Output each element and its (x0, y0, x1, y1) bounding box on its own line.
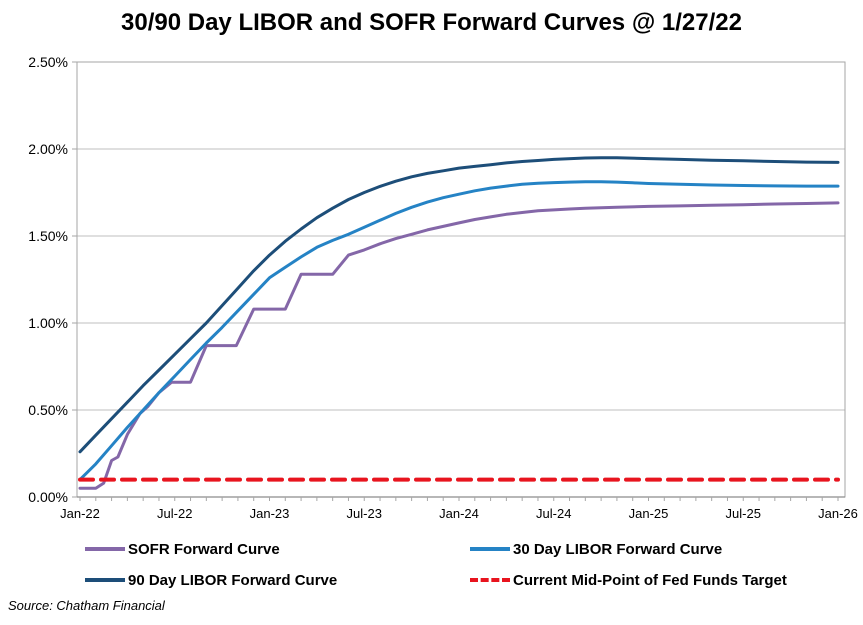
svg-text:0.00%: 0.00% (28, 489, 68, 505)
svg-text:Jul-23: Jul-23 (347, 506, 382, 521)
legend-label-sofr: SOFR Forward Curve (128, 540, 280, 558)
legend-item-fed-funds-target: Current Mid-Point of Fed Funds Target (470, 571, 787, 589)
svg-text:Jan-23: Jan-23 (250, 506, 290, 521)
svg-text:Jul-24: Jul-24 (536, 506, 571, 521)
fed-funds-target-line-swatch (470, 578, 510, 582)
svg-text:Jan-24: Jan-24 (439, 506, 479, 521)
svg-text:Jul-22: Jul-22 (157, 506, 192, 521)
svg-text:Jul-25: Jul-25 (726, 506, 761, 521)
svg-text:Jan-26: Jan-26 (818, 506, 858, 521)
libor-30day-line-swatch (470, 547, 510, 551)
source-note: Source: Chatham Financial (8, 598, 165, 613)
legend-item-90day-libor: 90 Day LIBOR Forward Curve (85, 571, 470, 589)
chart-title: 30/90 Day LIBOR and SOFR Forward Curves … (121, 9, 742, 36)
libor-90day-line-swatch (85, 578, 125, 582)
svg-text:1.50%: 1.50% (28, 228, 68, 244)
svg-text:Jan-22: Jan-22 (60, 506, 100, 521)
legend-label-90day-libor: 90 Day LIBOR Forward Curve (128, 571, 338, 589)
legend-label-30day-libor: 30 Day LIBOR Forward Curve (513, 540, 723, 558)
sofr-line-swatch (85, 547, 125, 551)
legend-label-fed-funds-target: Current Mid-Point of Fed Funds Target (513, 571, 787, 589)
svg-text:2.50%: 2.50% (28, 54, 68, 70)
legend-item-sofr: SOFR Forward Curve (85, 540, 470, 558)
svg-text:0.50%: 0.50% (28, 402, 68, 418)
plot-area: 0.00% 0.50% 1.00% 1.50% 2.00% 2.50% Jan-22 Jul-… (28, 54, 858, 521)
legend: SOFR Forward Curve 30 Day LIBOR Forward … (85, 540, 787, 589)
svg-text:2.00%: 2.00% (28, 141, 68, 157)
legend-item-30day-libor: 30 Day LIBOR Forward Curve (470, 540, 787, 558)
svg-text:1.00%: 1.00% (28, 315, 68, 331)
svg-text:Jan-25: Jan-25 (629, 506, 669, 521)
